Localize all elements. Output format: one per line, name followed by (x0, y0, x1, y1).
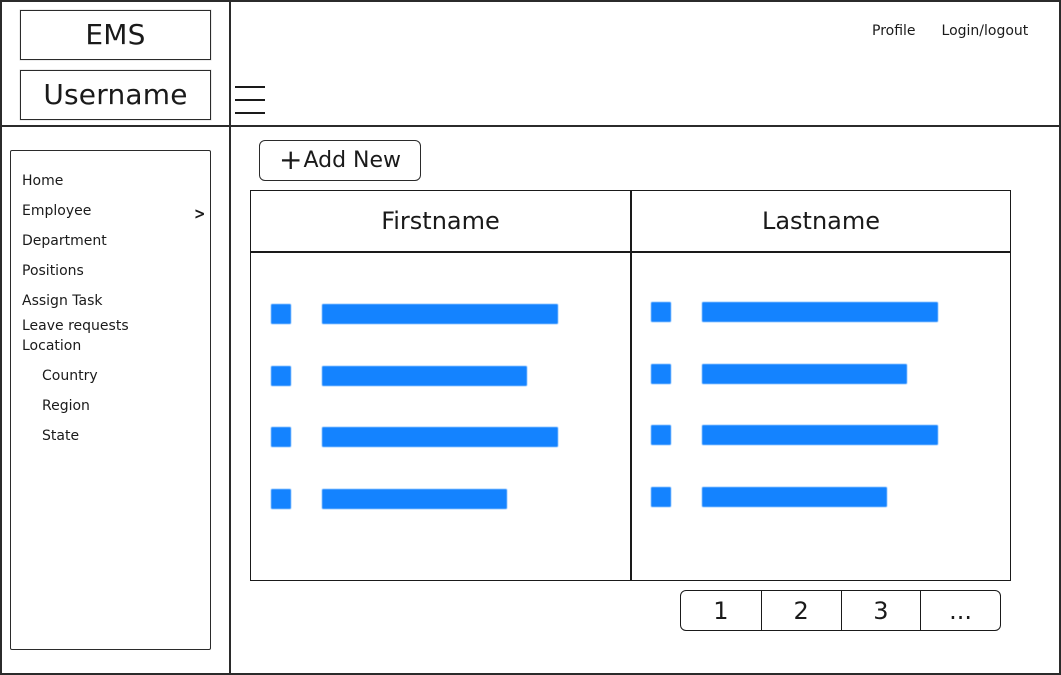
app-title: EMS (85, 18, 146, 51)
placeholder-text-bar (702, 425, 938, 445)
placeholder-text-bar (322, 304, 558, 324)
list-bullet-icon (271, 366, 291, 386)
placeholder-text-bar (702, 302, 938, 322)
list-bullet-icon (651, 302, 671, 322)
column-header-lastname[interactable]: Lastname (761, 207, 881, 235)
placeholder-text-bar (322, 489, 507, 509)
frame-top-border (0, 0, 1061, 2)
page-3-button[interactable]: 3 (840, 591, 921, 630)
username-label: Username (43, 78, 188, 111)
list-bullet-icon (271, 427, 291, 447)
add-new-button[interactable]: + Add New (259, 140, 421, 181)
page-2-button[interactable]: 2 (760, 591, 841, 630)
profile-link[interactable]: Profile (872, 23, 916, 39)
list-bullet-icon (651, 487, 671, 507)
more-pages-button[interactable]: ... (920, 591, 1000, 630)
placeholder-text-bar (702, 487, 887, 507)
column-header-firstname[interactable]: Firstname (381, 207, 500, 235)
sidebar-item-home[interactable]: Home (22, 173, 64, 189)
sidebar-item-employee[interactable]: Employee (22, 203, 92, 219)
sidebar-item-assign-task[interactable]: Assign Task (22, 293, 103, 309)
app-title-box: EMS (20, 10, 211, 60)
sidebar-subitem-state[interactable]: State (42, 428, 80, 444)
sidebar-subitem-country[interactable]: Country (42, 368, 98, 384)
header-divider (0, 125, 1061, 127)
frame-right-border (1059, 0, 1061, 675)
sidebar-item-department[interactable]: Department (22, 233, 107, 249)
plus-icon: + (278, 142, 303, 176)
list-bullet-icon (271, 489, 291, 509)
placeholder-text-bar (322, 427, 558, 447)
login-logout-link[interactable]: Login/logout (941, 23, 1029, 39)
list-bullet-icon (651, 364, 671, 384)
placeholder-text-bar (322, 366, 527, 386)
placeholder-text-bar (702, 364, 907, 384)
frame-bottom-border (0, 673, 1061, 675)
chevron-right-icon: > (194, 204, 206, 223)
list-bullet-icon (651, 425, 671, 445)
username-box: Username (20, 70, 211, 120)
sidebar-item-leave-requests[interactable]: Leave requests (22, 318, 129, 334)
header-links: Profile Login/logout (872, 24, 1028, 38)
hamburger-icon[interactable] (235, 86, 265, 114)
sidebar-divider (229, 0, 231, 675)
list-bullet-icon (271, 304, 291, 324)
table-column-divider (630, 191, 632, 580)
page-1-button[interactable]: 1 (713, 596, 729, 625)
employee-table: Firstname Lastname (250, 190, 1011, 581)
frame-left-border (0, 0, 2, 675)
sidebar-item-location[interactable]: Location (22, 338, 82, 354)
add-new-label: Add New (303, 147, 402, 173)
sidebar-subitem-region[interactable]: Region (42, 398, 90, 414)
table-header-divider (251, 251, 1010, 253)
sidebar-item-positions[interactable]: Positions (22, 263, 84, 279)
sidebar (10, 150, 211, 650)
pagination: 1 2 3 ... (680, 590, 1001, 631)
